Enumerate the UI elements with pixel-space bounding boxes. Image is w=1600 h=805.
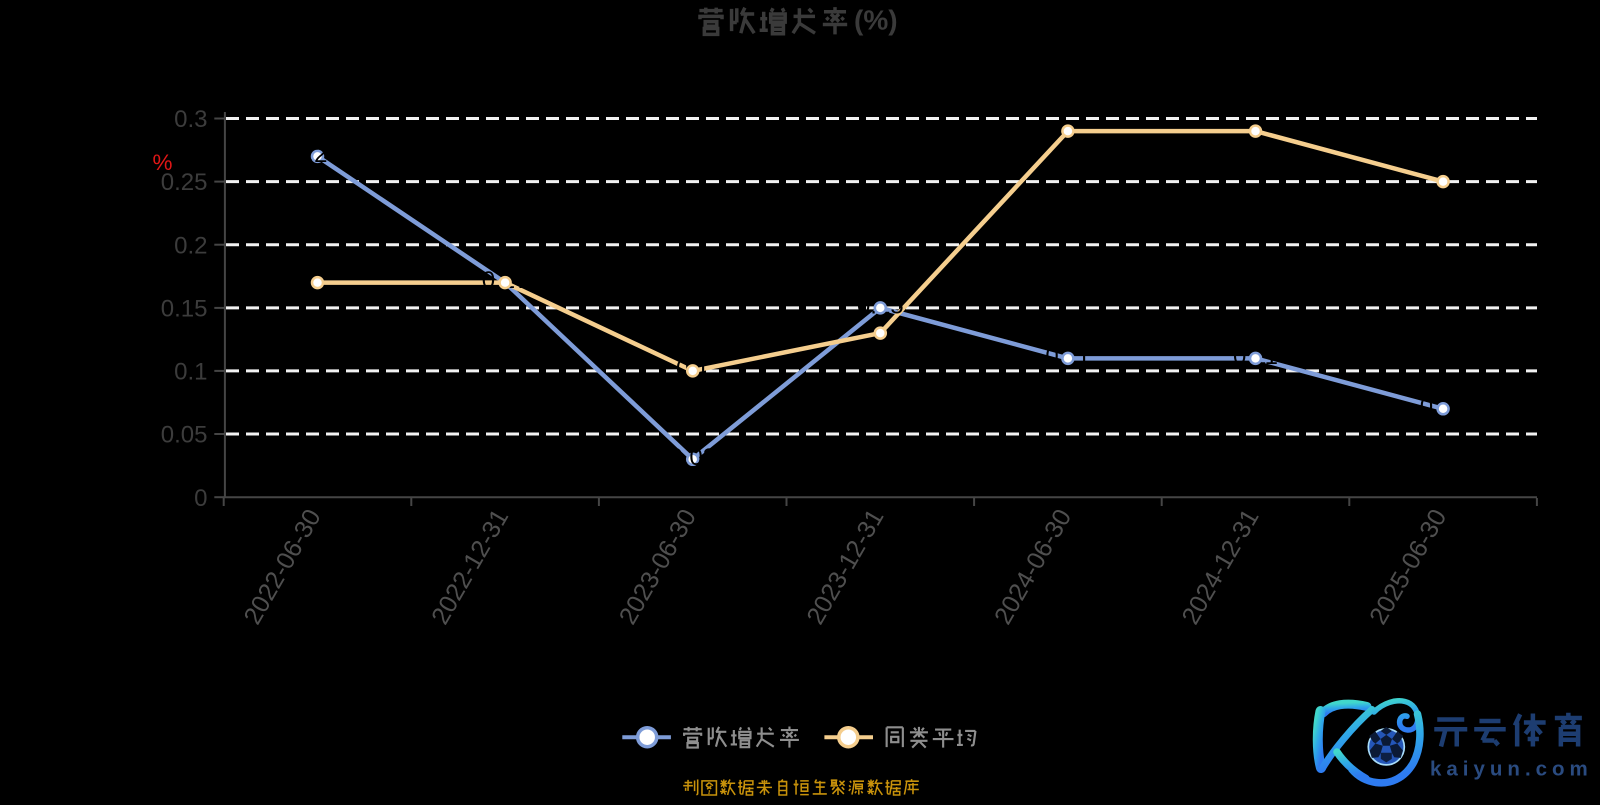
svg-text:0: 0	[194, 485, 207, 512]
svg-text:0.3: 0.3	[174, 106, 207, 133]
svg-text:0.03: 0.03	[669, 444, 716, 471]
svg-text:0.25: 0.25	[161, 169, 208, 196]
svg-text:%: %	[153, 150, 173, 175]
svg-text:0.05: 0.05	[161, 422, 208, 449]
svg-text:0.2: 0.2	[174, 232, 207, 259]
svg-text:kaiyun.com: kaiyun.com	[1430, 758, 1593, 781]
svg-text:0.1: 0.1	[174, 359, 207, 386]
svg-text:(%): (%)	[854, 5, 898, 36]
svg-text:0.15: 0.15	[161, 296, 208, 323]
svg-text:0.27: 0.27	[294, 141, 341, 168]
